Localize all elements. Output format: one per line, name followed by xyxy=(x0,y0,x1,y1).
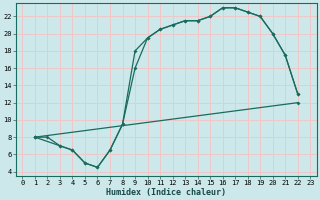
X-axis label: Humidex (Indice chaleur): Humidex (Indice chaleur) xyxy=(106,188,226,197)
